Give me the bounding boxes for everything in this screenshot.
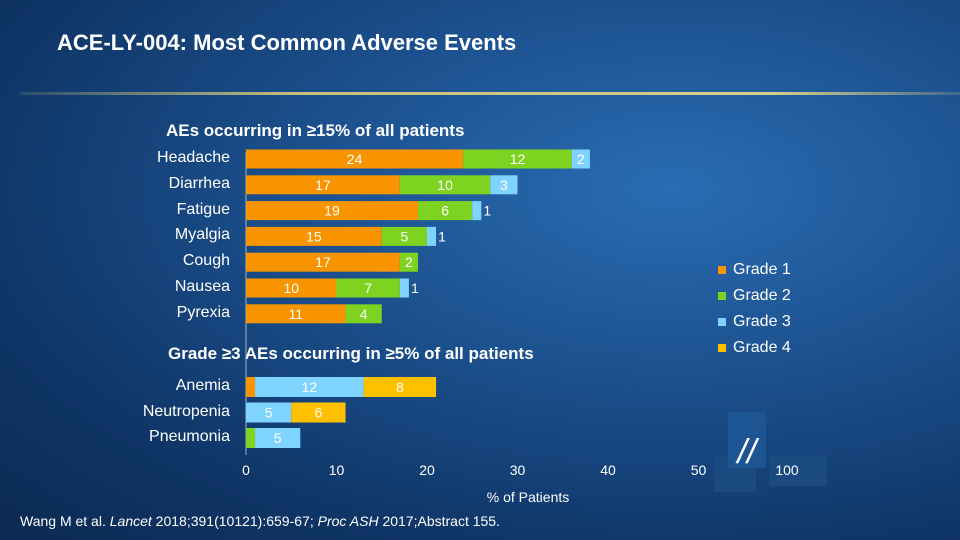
bar-segment xyxy=(291,402,346,423)
axis-break-panel xyxy=(728,412,766,468)
bar-segment xyxy=(399,278,409,298)
grade-4-swatch xyxy=(718,344,726,352)
legend-label: Grade 1 xyxy=(733,261,791,278)
citation: Wang M et al. Lancet 2018;391(10121):659… xyxy=(20,513,500,529)
category-label: Neutropenia xyxy=(142,402,230,420)
category-label: Myalgia xyxy=(174,226,230,244)
x-tick-label: 20 xyxy=(419,462,435,478)
bar-value-label: 6 xyxy=(441,203,449,219)
x-tick-label: 0 xyxy=(242,462,250,478)
bar-segment xyxy=(336,278,400,298)
bar-segment xyxy=(490,175,518,195)
bar-segment xyxy=(417,201,473,221)
category-label: Pneumonia xyxy=(149,428,230,445)
bar-value-label: 4 xyxy=(360,306,368,322)
x-tick-label-100: 100 xyxy=(775,462,799,478)
citation-middle: 2018;391(10121):659-67; xyxy=(151,513,318,529)
bar-segment xyxy=(246,428,256,448)
category-label: Cough xyxy=(182,252,230,270)
bar-segment xyxy=(246,304,346,324)
x-tick-label: 30 xyxy=(510,462,526,478)
bar-value-label: 1 xyxy=(411,280,419,296)
bar-segment xyxy=(399,252,418,272)
bar-segment xyxy=(345,304,382,324)
grade-3-swatch xyxy=(718,318,726,326)
chart-legend: Grade 1 Grade 2 Grade 3 Grade 4 xyxy=(718,257,791,361)
bar-value-label: 10 xyxy=(437,177,453,193)
legend-label: Grade 4 xyxy=(733,339,791,356)
bar-value-label: 12 xyxy=(302,379,318,395)
grade-2-swatch xyxy=(718,292,726,300)
bar-segment xyxy=(246,377,256,397)
bar-value-label: 15 xyxy=(306,228,322,244)
bar-value-label: 17 xyxy=(315,254,331,270)
bar-value-label: 5 xyxy=(265,405,273,421)
bar-segment xyxy=(246,402,292,423)
category-label: Headache xyxy=(157,149,230,166)
legend-label: Grade 2 xyxy=(733,287,791,304)
grade-1-swatch xyxy=(718,266,726,274)
bar-segment xyxy=(246,226,382,246)
legend-item-grade-2: Grade 2 xyxy=(718,283,791,309)
bar-segment xyxy=(463,149,572,169)
top-chart-title: AEs occurring in ≥15% of all patients xyxy=(166,121,465,140)
slide-title: ACE-LY-004: Most Common Adverse Events xyxy=(57,30,517,55)
bar-value-label: 11 xyxy=(289,306,304,322)
citation-prefix: Wang M et al. xyxy=(20,513,110,529)
bar-segment xyxy=(255,428,301,448)
bar-value-label: 2 xyxy=(577,151,585,167)
legend-item-grade-3: Grade 3 xyxy=(718,309,791,335)
bar-value-label: 12 xyxy=(510,151,526,167)
bar-value-label: 1 xyxy=(438,228,446,244)
x-tick-label: 40 xyxy=(600,462,616,478)
bar-value-label: 1 xyxy=(483,203,491,219)
bar-segment xyxy=(246,149,464,169)
bar-segment xyxy=(571,149,590,169)
bar-value-label: 5 xyxy=(274,430,282,446)
bar-value-label: 5 xyxy=(400,228,408,244)
legend-item-grade-1: Grade 1 xyxy=(718,257,791,283)
bar-value-label: 24 xyxy=(347,151,363,167)
citation-proc: Proc ASH xyxy=(317,513,379,529)
bar-segment xyxy=(427,226,437,246)
title-divider xyxy=(20,92,960,95)
bar-segment xyxy=(246,252,400,272)
bar-value-label: 6 xyxy=(315,405,323,421)
bar-value-label: 7 xyxy=(364,280,372,296)
axis-break-mark: // xyxy=(736,433,760,471)
category-label: Diarrhea xyxy=(168,174,230,192)
category-label: Nausea xyxy=(174,278,230,295)
category-label: Fatigue xyxy=(176,200,230,218)
legend-item-grade-4: Grade 4 xyxy=(718,335,791,361)
category-label: Pyrexia xyxy=(176,303,230,321)
bar-value-label: 8 xyxy=(396,379,404,395)
bar-segment xyxy=(399,175,491,195)
citation-suffix: 2017;Abstract 155. xyxy=(378,513,500,529)
bar-segment xyxy=(246,201,418,221)
category-label: Anemia xyxy=(175,377,230,394)
bar-value-label: 17 xyxy=(315,177,331,193)
legend-label: Grade 3 xyxy=(733,313,791,330)
axis-extension-box xyxy=(769,456,827,486)
citation-journal: Lancet xyxy=(109,513,152,529)
x-axis-label: % of Patients xyxy=(487,489,570,505)
bar-segment xyxy=(246,175,400,195)
bar-segment xyxy=(255,377,364,397)
bottom-chart-title: Grade ≥3 AEs occurring in ≥5% of all pat… xyxy=(168,344,534,363)
bar-value-label: 19 xyxy=(324,203,340,219)
x-tick-label: 10 xyxy=(329,462,345,478)
bar-value-label: 3 xyxy=(500,177,508,193)
bar-value-label: 2 xyxy=(405,254,413,270)
bar-segment xyxy=(363,377,437,397)
bar-segment xyxy=(381,226,427,246)
bar-segment xyxy=(246,278,337,298)
bar-segment xyxy=(472,201,482,221)
x-tick-label: 50 xyxy=(691,462,707,478)
bar-value-label: 10 xyxy=(283,280,299,296)
